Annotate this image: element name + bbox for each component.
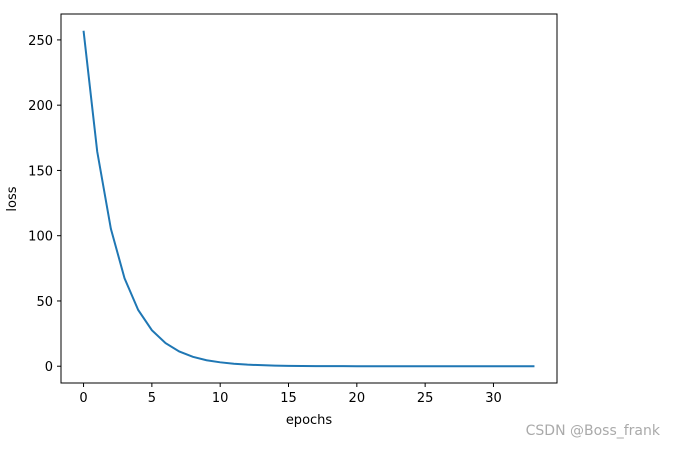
y-tick-label: 0 [45, 360, 53, 375]
x-tick-label: 0 [79, 391, 87, 406]
x-tick-label: 15 [280, 391, 297, 406]
x-axis-label: epochs [286, 413, 333, 428]
x-tick-label: 20 [349, 391, 366, 406]
y-tick-label: 100 [28, 230, 53, 245]
plot-frame [60, 13, 558, 384]
x-tick-label: 5 [148, 391, 156, 406]
y-tick-label: 200 [28, 99, 53, 114]
y-tick-label: 50 [36, 295, 53, 310]
line [82, 30, 535, 368]
y-tick-label: 250 [28, 34, 53, 49]
x-tick-label: 25 [417, 391, 434, 406]
x-tick-label: 10 [212, 391, 229, 406]
watermark: CSDN @Boss_frank [526, 423, 661, 439]
y-tick-label: 150 [28, 164, 53, 179]
y-axis-label: loss [5, 186, 20, 211]
x-tick-label: 30 [485, 391, 502, 406]
